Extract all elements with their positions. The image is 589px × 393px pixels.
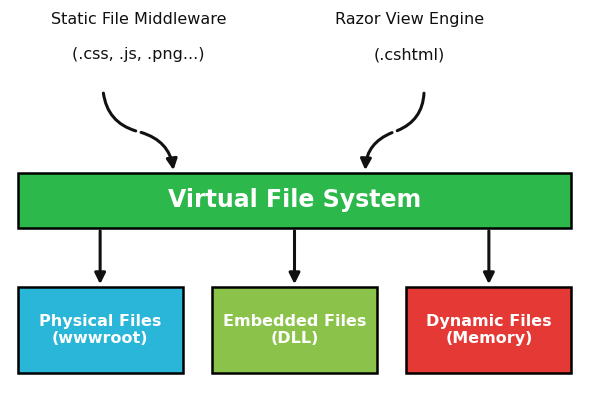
Text: (.cshtml): (.cshtml)	[374, 47, 445, 62]
Text: Virtual File System: Virtual File System	[168, 188, 421, 213]
Text: Razor View Engine: Razor View Engine	[335, 12, 484, 27]
Text: Dynamic Files
(Memory): Dynamic Files (Memory)	[426, 314, 552, 346]
Text: Static File Middleware: Static File Middleware	[51, 12, 226, 27]
FancyBboxPatch shape	[212, 287, 377, 373]
Text: Embedded Files
(DLL): Embedded Files (DLL)	[223, 314, 366, 346]
Text: (.css, .js, .png...): (.css, .js, .png...)	[72, 47, 204, 62]
FancyBboxPatch shape	[406, 287, 571, 373]
Text: Physical Files
(wwwroot): Physical Files (wwwroot)	[39, 314, 161, 346]
FancyBboxPatch shape	[18, 287, 183, 373]
FancyBboxPatch shape	[18, 173, 571, 228]
